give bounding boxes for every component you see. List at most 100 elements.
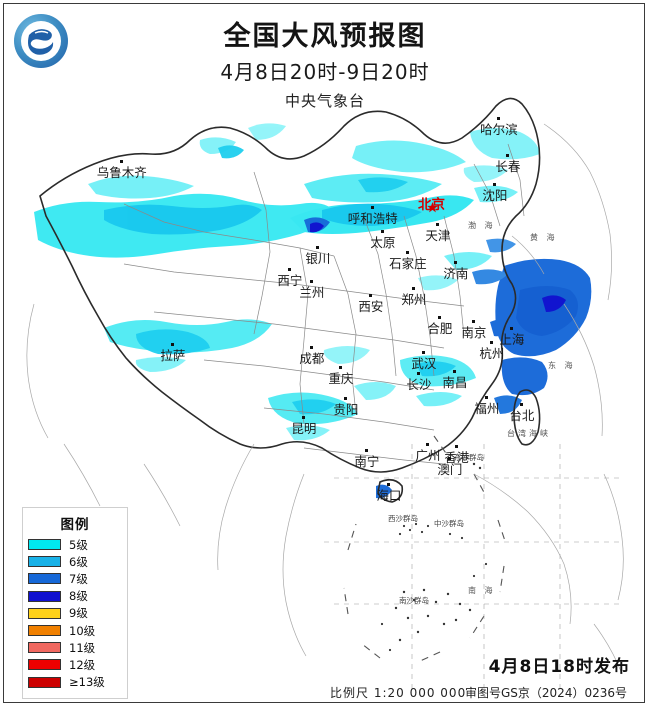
city-label-13: 郑州 [401,292,427,307]
map-frame-border [3,3,645,703]
city-marker-dot [171,343,174,346]
city-marker-dot [448,457,451,460]
legend-item-1: 5级 [23,536,127,553]
sea-label-1: 东 海 [548,361,576,370]
city-marker-dot [339,366,342,369]
legend-swatch [28,539,61,551]
legend-panel: 图例 5级 6级 7级 8级 9级 10级 11级 12级 ≥13级 [22,507,128,699]
city-marker-dot [365,449,368,452]
city-label-9: 济南 [443,266,469,281]
legend-label: 9级 [69,606,88,621]
city-marker-dot [406,251,409,254]
city-label-24: 贵阳 [333,402,359,417]
city-marker-dot [493,183,496,186]
city-marker-dot [520,403,523,406]
city-label-27: 昆明 [291,421,317,436]
issuing-organization: 中央气象台 [284,92,365,110]
city-marker-dot [490,341,493,344]
legend-swatch [28,556,61,568]
legend-item-7: 11级 [23,639,127,656]
city-marker-dot [369,294,372,297]
city-marker-dot [510,327,513,330]
city-label-16: 上海 [499,332,525,347]
legend-item-6: 10级 [23,622,127,639]
city-label-1: 哈尔滨 [480,122,518,137]
city-label-21: 重庆 [328,371,354,386]
city-marker-dot [436,223,439,226]
sea-label-0: 黄 海 [530,233,558,242]
city-marker-dot [453,370,456,373]
legend-label: 11级 [69,640,96,655]
page-title: 全国大风预报图 [223,21,427,52]
legend-item-3: 7级 [23,570,127,587]
island-group-label-0: 东沙群岛 [454,453,484,462]
legend-swatch [28,659,61,671]
island-group-label-2: 中沙群岛 [434,519,464,528]
city-label-12: 西安 [358,299,384,314]
city-label-2: 长春 [495,159,521,174]
sea-label-3: 台湾海峡 [507,429,551,438]
city-label-20: 武汉 [411,356,437,371]
forecast-period: 4月8日20时-9日20时 [220,60,430,84]
legend-item-2: 6级 [23,553,127,570]
city-marker-dot [371,206,374,209]
map-scale: 比例尺 1:20 000 000 [330,686,467,700]
city-label-6: 天津 [425,228,451,243]
city-marker-dot [316,246,319,249]
legend-item-8: 12级 [23,656,127,673]
south-china-sea-dashes [343,435,507,663]
legend-item-9: ≥13级 [23,674,127,691]
city-marker-dot [454,261,457,264]
city-marker-dot [417,372,420,375]
city-label-4: 呼和浩特 [347,211,398,226]
city-marker-dot [387,483,390,486]
city-label-31: 澳门 [437,462,463,477]
city-marker-dot [426,443,429,446]
legend-swatch [28,676,61,688]
city-label-3: 沈阳 [482,188,508,203]
legend-label: 8级 [69,589,88,604]
city-label-5: 太原 [370,235,396,250]
legend-title: 图例 [60,517,90,533]
legend-swatch [28,590,61,602]
island-dots [380,462,488,652]
city-marker-dot [506,154,509,157]
neighbor-outlines [26,123,624,675]
city-label-11: 兰州 [299,285,325,300]
approval-number: 审图号GS京（2024）0236号 [465,686,627,700]
city-marker-dot [310,280,313,283]
legend-label: 7级 [69,571,88,586]
city-label-8: 银川 [305,251,331,266]
city-label-26: 台北 [509,408,535,423]
city-marker-dot [381,230,384,233]
city-marker-dot [472,320,475,323]
city-label-32: 海口 [376,488,402,503]
city-label-30: 香港 [444,450,470,465]
city-label-29: 广州 [415,448,441,463]
legend-label: 10级 [69,623,96,638]
city-label-17: 杭州 [479,346,505,361]
city-marker-dot [412,287,415,290]
city-label-19: 成都 [299,351,325,366]
city-label-14: 合肥 [427,321,453,336]
legend-item-4: 8级 [23,588,127,605]
island-group-label-1: 西沙群岛 [388,514,418,523]
city-label-18: 拉萨 [160,348,186,363]
wind-field-level8 [310,222,566,312]
city-label-22: 南昌 [442,375,468,390]
legend-label: 12级 [69,657,96,672]
island-group-label-3: 南沙群岛 [399,596,429,605]
wind-field-level6 [104,145,456,415]
release-time: 4月8日18时发布 [488,657,630,677]
legend-swatch [28,573,61,585]
city-marker-dot [497,117,500,120]
city-marker-dot [120,160,123,163]
legend-swatch [28,625,61,637]
national-boundary [39,97,541,503]
city-label-25: 福州 [474,401,500,416]
legend-label: 5级 [69,537,88,552]
city-marker-dot [288,268,291,271]
city-marker-dot [302,416,305,419]
cma-swirl-logo-icon [10,12,72,72]
